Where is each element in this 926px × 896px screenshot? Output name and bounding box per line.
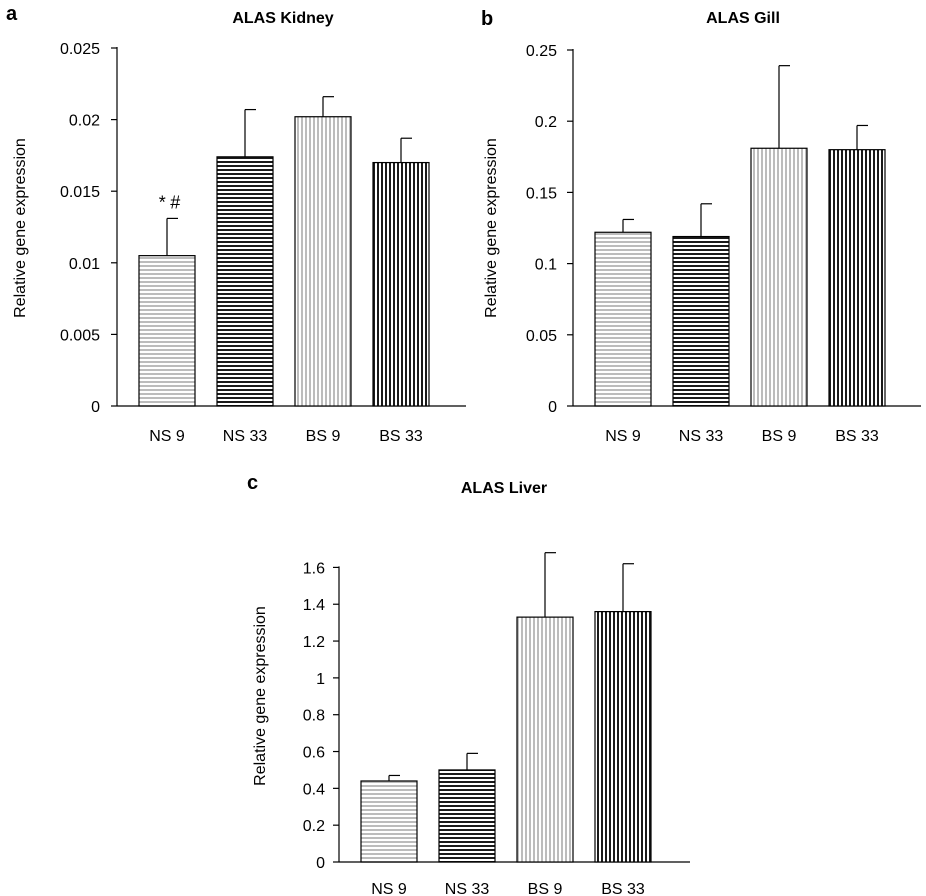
panel-c-y-tick-label: 0.8 — [303, 708, 325, 725]
panel-c-title: ALAS Liver — [461, 480, 547, 497]
panel-b-y-tick-label: 0.25 — [526, 43, 557, 60]
panel-b-y-tick-label: 0.1 — [535, 257, 557, 274]
panel-c-letter: c — [247, 472, 258, 494]
panel-a-bar — [216, 156, 274, 407]
panel-c-y-tick-label: 0.2 — [303, 818, 325, 835]
panel-a-bar — [372, 161, 430, 407]
panel-b-title: ALAS Gill — [706, 10, 780, 27]
panel-a-significance-annotation: * # — [158, 192, 181, 212]
panel-b-y-tick-label: 0 — [548, 399, 557, 416]
panel-c-y-tick-label: 0.4 — [303, 781, 325, 798]
panel-c-bar — [360, 780, 418, 863]
panel-a-category-label: BS 9 — [306, 428, 341, 445]
panel-b-category-label: BS 9 — [762, 428, 797, 445]
panel-a-category-label: NS 33 — [223, 428, 268, 445]
panel-b-chart: b ALAS Gill Relative gene expression 0 0.… — [481, 8, 921, 445]
panel-b-ylabel: Relative gene expression — [483, 138, 500, 318]
panel-b-letter: b — [481, 8, 493, 30]
panel-b-category-label: NS 33 — [679, 428, 724, 445]
panel-b-bar — [672, 235, 730, 407]
panel-c-chart: c ALAS Liver Relative gene expression 0 0… — [247, 472, 690, 896]
panel-c-bar — [438, 769, 496, 863]
panel-a-category-label: NS 9 — [149, 428, 185, 445]
panel-c-y-tick-label: 1.4 — [303, 597, 325, 614]
panel-c-bar — [594, 610, 652, 863]
panel-c-y-tick-label: 0 — [316, 855, 325, 872]
panel-b-y-tick-label: 0.15 — [526, 185, 557, 202]
panel-b-bar — [828, 149, 886, 407]
panel-a-title: ALAS Kidney — [232, 10, 333, 27]
panel-c-y-tick-label: 0.6 — [303, 745, 325, 762]
panel-a-chart: a ALAS Kidney Relative gene expression 0… — [6, 3, 466, 445]
panel-c-category-label: NS 33 — [445, 881, 490, 896]
panel-a-ylabel: Relative gene expression — [12, 138, 29, 318]
panel-b-bar — [594, 231, 652, 407]
panel-a-y-tick-label: 0.01 — [69, 256, 100, 273]
panel-a-category-label: BS 33 — [379, 428, 423, 445]
panel-c-y-tick-label: 1.6 — [303, 560, 325, 577]
panel-b-y-tick-label: 0.2 — [535, 114, 557, 131]
panel-a-y-tick-label: 0.015 — [60, 184, 100, 201]
panel-b-y-tick-label: 0.05 — [526, 328, 557, 345]
panel-a-y-tick-label: 0.005 — [60, 327, 100, 344]
panel-a-letter: a — [6, 3, 18, 25]
panel-c-y-tick-label: 1.2 — [303, 634, 325, 651]
panel-a-y-tick-label: 0 — [91, 399, 100, 416]
panel-c-ylabel: Relative gene expression — [252, 606, 269, 786]
panel-c-bar — [516, 616, 574, 863]
panel-a-bar — [294, 116, 352, 407]
panel-c-y-tick-label: 1 — [316, 671, 325, 688]
panel-a-y-tick-label: 0.025 — [60, 41, 100, 58]
panel-b-bar — [750, 147, 808, 407]
panel-b-category-label: NS 9 — [605, 428, 641, 445]
panel-b-category-label: BS 33 — [835, 428, 879, 445]
panel-c-category-label: NS 9 — [371, 881, 407, 896]
panel-a-bar — [138, 255, 196, 407]
panel-c-category-label: BS 9 — [528, 881, 563, 896]
panel-c-category-label: BS 33 — [601, 881, 645, 896]
panel-a-y-tick-label: 0.02 — [69, 113, 100, 130]
